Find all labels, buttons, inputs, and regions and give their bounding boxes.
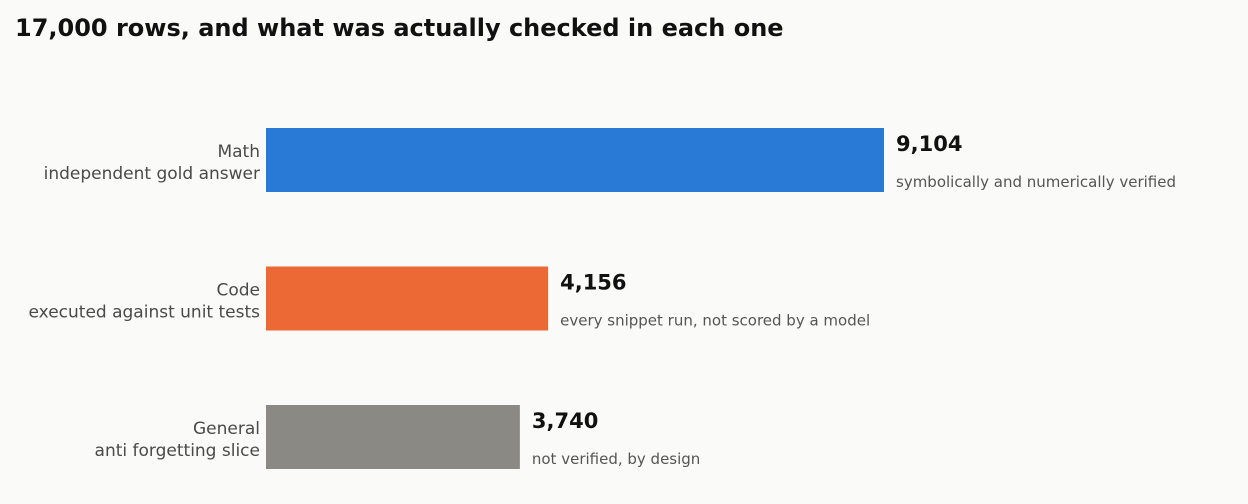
category-sublabel: executed against unit tests xyxy=(29,303,261,323)
chart-title: 17,000 rows, and what was actually check… xyxy=(15,14,784,42)
bar-code xyxy=(266,266,549,331)
annotation-label: every snippet run, not scored by a model xyxy=(560,312,870,330)
category-sublabel: anti forgetting slice xyxy=(95,441,260,461)
annotation-label: not verified, by design xyxy=(532,450,700,468)
category-sublabel: independent gold answer xyxy=(44,164,260,184)
annotation-label: symbolically and numerically verified xyxy=(896,173,1176,191)
value-label: 4,156 xyxy=(560,271,626,295)
category-label: Math xyxy=(217,142,260,162)
category-label: Code xyxy=(216,281,260,301)
bar-math xyxy=(266,128,884,192)
value-label: 3,740 xyxy=(532,409,598,433)
bar-general xyxy=(266,405,520,469)
category-label: General xyxy=(193,419,260,439)
value-label: 9,104 xyxy=(896,132,962,156)
